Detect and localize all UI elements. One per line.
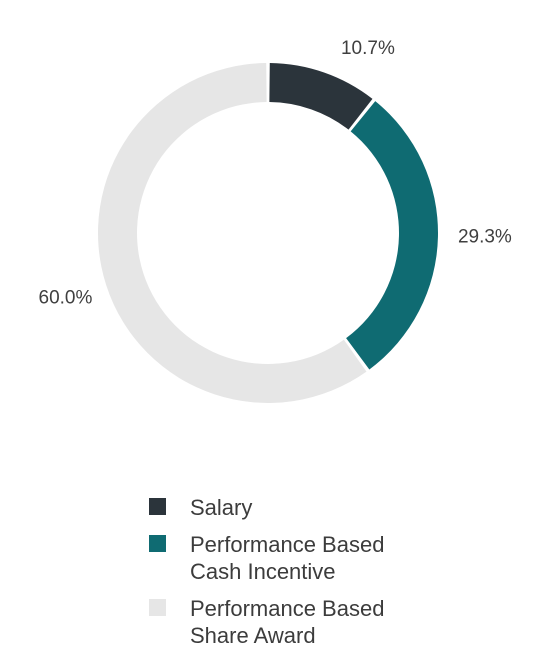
donut-slice-share-award: [98, 63, 367, 404]
legend-item-share-award: Performance Based Share Award: [149, 595, 449, 649]
legend-swatch-cash-incentive: [149, 535, 166, 552]
slice-label-salary: 10.7%: [341, 38, 395, 59]
slice-label-cash-incentive: 29.3%: [458, 227, 512, 248]
legend-swatch-salary: [149, 498, 166, 515]
donut-slice-cash-incentive: [346, 101, 439, 370]
legend-label-cash-incentive: Performance Based Cash Incentive: [190, 532, 385, 584]
legend-item-cash-incentive: Performance Based Cash Incentive: [149, 531, 449, 585]
legend-label-share-award: Performance Based Share Award: [190, 596, 385, 648]
legend-item-salary: Salary: [149, 494, 449, 521]
chart-legend: Salary Performance Based Cash Incentive …: [149, 494, 449, 659]
slice-label-share-award: 60.0%: [39, 288, 93, 309]
legend-label-salary: Salary: [190, 495, 253, 520]
donut-slice-salary: [269, 63, 373, 130]
donut-chart: 10.7% 29.3% 60.0%: [39, 38, 512, 404]
legend-swatch-share-award: [149, 599, 166, 616]
